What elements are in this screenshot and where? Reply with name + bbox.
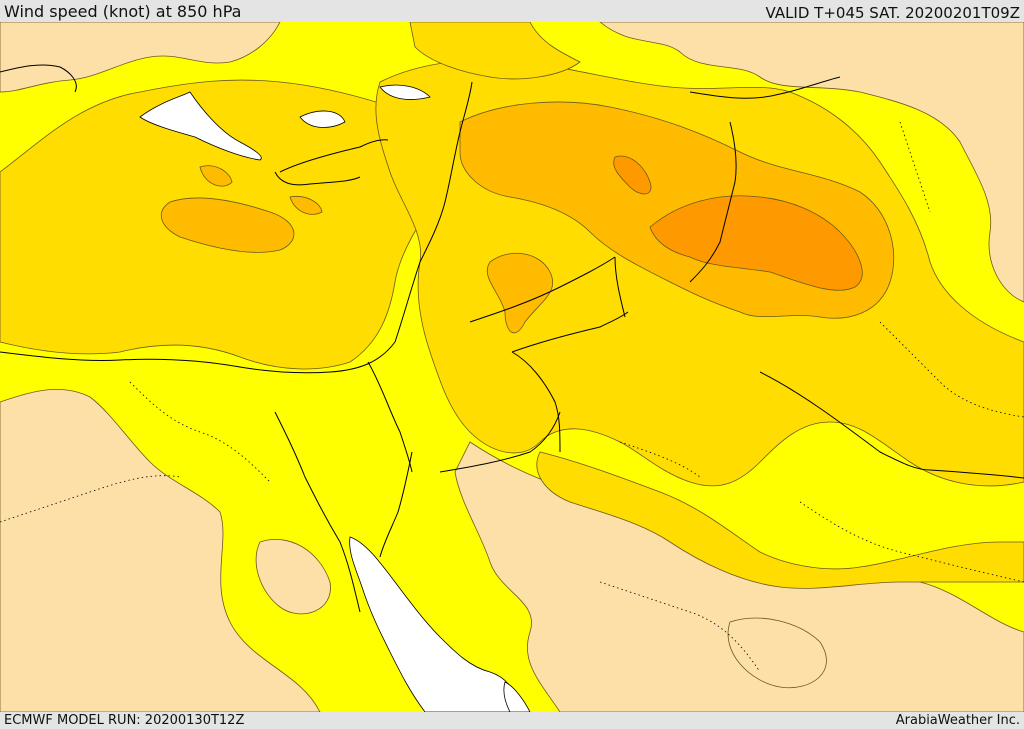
map-canvas	[0, 22, 1024, 712]
map-footer: ECMWF MODEL RUN: 20200130T12Z ArabiaWeat…	[0, 712, 1024, 729]
valid-time: VALID T+045 SAT. 20200201T09Z	[765, 4, 1020, 22]
band-highest-regions	[613, 155, 863, 291]
map-header: Wind speed (knot) at 850 hPa VALID T+045…	[0, 0, 1024, 22]
coastlines-borders	[0, 64, 1024, 613]
map-title: Wind speed (knot) at 850 hPa	[4, 2, 242, 21]
admin-boundaries	[0, 121, 1024, 673]
sea-no-data-areas	[139, 84, 531, 712]
model-run-label: ECMWF MODEL RUN: 20200130T12Z	[4, 713, 245, 728]
wind-speed-map	[0, 22, 1024, 712]
credit-label: ArabiaWeather Inc.	[895, 713, 1020, 728]
